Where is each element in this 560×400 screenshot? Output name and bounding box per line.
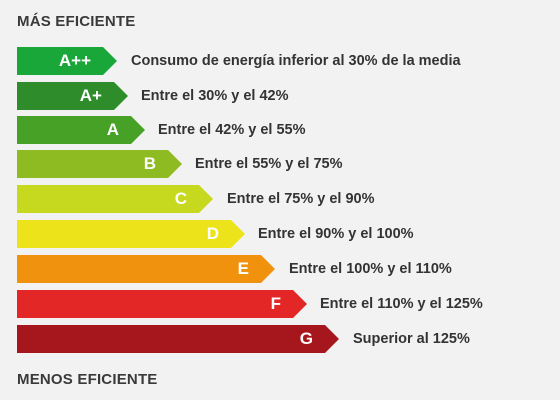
energy-class-arrow: G <box>17 325 339 353</box>
energy-class-letter: D <box>206 224 219 243</box>
energy-class-arrow: B <box>17 150 182 178</box>
energy-class-letter: E <box>237 259 249 278</box>
energy-class-arrow: A++ <box>17 47 117 75</box>
energy-class-description: Entre el 75% y el 90% <box>227 191 375 207</box>
bottom-heading: MENOS EFICIENTE <box>17 371 158 388</box>
energy-class-letter: A <box>106 120 119 139</box>
energy-class-arrow: A+ <box>17 82 128 110</box>
energy-class-description: Entre el 42% y el 55% <box>158 122 306 138</box>
energy-class-letter: A+ <box>79 86 102 105</box>
energy-class-description: Entre el 55% y el 75% <box>195 156 343 172</box>
energy-class-description: Entre el 110% y el 125% <box>320 296 483 312</box>
energy-class-letter: B <box>143 154 156 173</box>
energy-class-arrow: D <box>17 220 245 248</box>
energy-class-description: Superior al 125% <box>353 331 470 347</box>
energy-class-letter: F <box>270 294 281 313</box>
top-heading: MÁS EFICIENTE <box>17 13 136 30</box>
energy-class-arrow: F <box>17 290 307 318</box>
energy-class-arrow: E <box>17 255 275 283</box>
energy-class-description: Consumo de energía inferior al 30% de la… <box>131 53 461 69</box>
energy-class-description: Entre el 100% y el 110% <box>289 261 452 277</box>
energy-class-description: Entre el 90% y el 100% <box>258 226 414 242</box>
energy-class-arrow: C <box>17 185 213 213</box>
energy-class-letter: A++ <box>58 51 91 70</box>
energy-class-letter: G <box>299 329 313 348</box>
energy-class-letter: C <box>174 189 187 208</box>
energy-class-arrow: A <box>17 116 145 144</box>
energy-class-description: Entre el 30% y el 42% <box>141 88 289 104</box>
